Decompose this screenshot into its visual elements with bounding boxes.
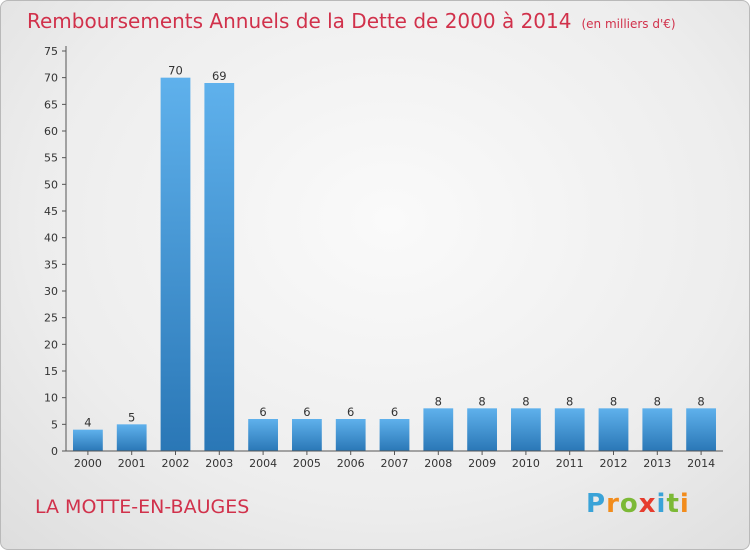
y-tick-label: 70: [44, 72, 58, 85]
bars: 4 5 70 69 6 6 6 6 8 8 8 8 8 8 8: [73, 64, 716, 452]
y-tick-label: 40: [44, 232, 58, 245]
y-tick-label: 50: [44, 178, 58, 191]
bar: [423, 408, 454, 451]
y-tick-label: 25: [44, 312, 58, 325]
bar: [598, 408, 629, 451]
data-label: 69: [212, 69, 227, 83]
data-label: 8: [522, 394, 529, 408]
logo-letter: x: [638, 489, 657, 519]
bar: [335, 419, 366, 451]
x-tick-label: 2000: [74, 457, 102, 470]
x-tick-label: 2006: [337, 457, 365, 470]
data-label: 6: [303, 405, 310, 419]
x-axis: 2000 2001 2002 2003 2004 2005 2006 2007 2008 2009…: [66, 450, 723, 470]
data-label: 8: [435, 394, 442, 408]
y-tick-label: 65: [44, 98, 58, 111]
y-tick-label: 35: [44, 258, 58, 271]
logo-letter: o: [619, 489, 639, 519]
y-tick-label: 20: [44, 338, 58, 351]
logo-letter: i: [679, 489, 690, 519]
x-tick-label: 2002: [162, 457, 190, 470]
logo-letter: t: [666, 489, 680, 519]
bar: [511, 408, 541, 451]
bar: [686, 408, 716, 451]
x-tick-label: 2014: [687, 457, 715, 470]
data-label: 5: [128, 410, 135, 424]
proxiti-logo: Proxiti: [586, 489, 690, 519]
chart-title: Remboursements Annuels de la Dette de 20…: [27, 9, 676, 33]
data-label: 8: [697, 394, 704, 408]
data-label: 8: [610, 394, 617, 408]
y-tick-label: 10: [44, 392, 58, 405]
bar: [160, 77, 191, 452]
place-name: LA MOTTE-EN-BAUGES: [35, 496, 250, 518]
y-tick-label: 30: [44, 285, 58, 298]
bar: [116, 424, 147, 451]
data-label: 8: [478, 394, 485, 408]
y-tick-label: 75: [44, 45, 58, 58]
chart-subtitle: (en milliers d'€): [581, 17, 676, 31]
y-tick-label: 60: [44, 125, 58, 138]
x-tick-label: 2012: [600, 457, 628, 470]
x-tick-label: 2004: [249, 457, 277, 470]
bar: [248, 419, 278, 451]
bar: [204, 83, 235, 451]
bar: [467, 408, 497, 451]
x-tick-label: 2003: [205, 457, 233, 470]
bar: [73, 429, 103, 451]
y-tick-label: 0: [51, 445, 58, 458]
y-tick-label: 55: [44, 152, 58, 165]
y-tick-label: 5: [51, 418, 58, 431]
data-label: 70: [168, 64, 183, 78]
data-label: 6: [391, 405, 398, 419]
y-axis: 0 5 10 15 20 25 30 35 40 45 50 55 60 65 70 75: [44, 45, 67, 458]
x-tick-label: 2007: [381, 457, 409, 470]
logo-letter: i: [656, 489, 667, 519]
x-tick-label: 2008: [424, 457, 452, 470]
data-label: 8: [566, 394, 573, 408]
data-label: 4: [84, 416, 91, 430]
x-tick-label: 2011: [556, 457, 584, 470]
x-tick-label: 2009: [468, 457, 496, 470]
x-tick-label: 2005: [293, 457, 321, 470]
data-label: 6: [347, 405, 354, 419]
bar: [642, 408, 673, 451]
bar: [292, 419, 322, 451]
chart-title-text: Remboursements Annuels de la Dette de 20…: [27, 9, 572, 33]
logo-letter: P: [586, 489, 607, 519]
x-tick-label: 2010: [512, 457, 540, 470]
x-tick-label: 2001: [118, 457, 146, 470]
bar: [379, 419, 410, 451]
data-label: 6: [259, 405, 266, 419]
bar: [554, 408, 585, 451]
x-tick-label: 2013: [643, 457, 671, 470]
logo-letter: r: [606, 489, 620, 519]
y-tick-label: 45: [44, 205, 58, 218]
y-tick-label: 15: [44, 365, 58, 378]
data-label: 8: [654, 394, 661, 408]
